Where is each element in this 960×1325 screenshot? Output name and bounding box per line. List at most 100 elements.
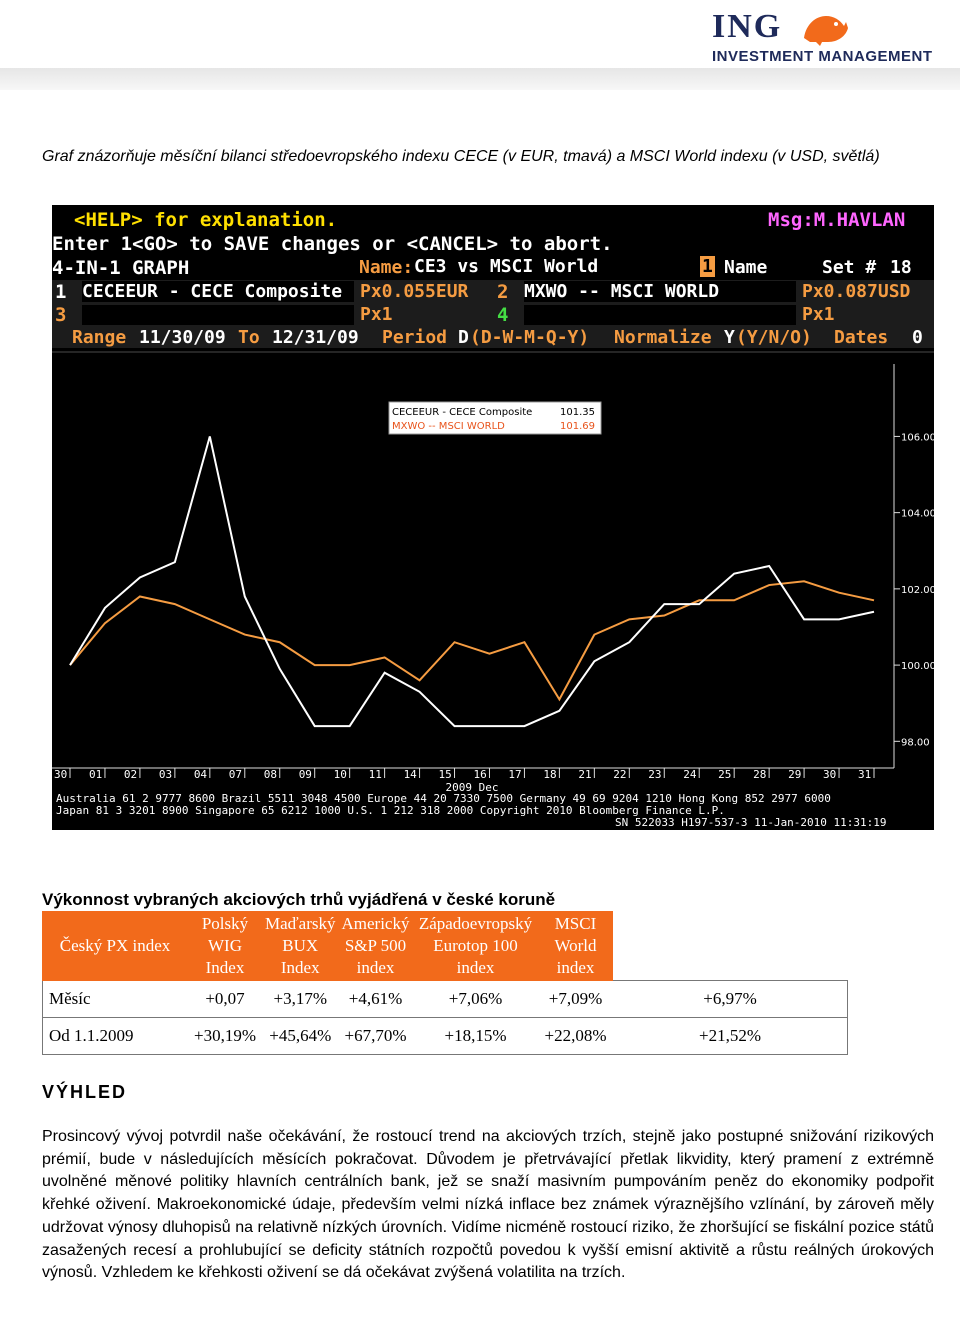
period-label: Period <box>382 327 448 348</box>
table-cell: +4,61% <box>337 980 413 1018</box>
table-cell: +22,08% <box>537 1017 613 1055</box>
name-label: Name: <box>359 257 414 278</box>
bloomberg-terminal: <HELP> for explanation. Msg:M.HAVLAN Ent… <box>52 205 934 830</box>
series-2-number: 2 <box>497 281 509 303</box>
x-tick-label: 23 <box>648 768 661 781</box>
chart-caption: Graf znázorňuje měsíční bilanci středoev… <box>42 148 880 165</box>
x-tick-label: 24 <box>683 768 697 781</box>
normalize-label: Normalize <box>614 327 712 348</box>
x-tick-label: 09 <box>299 768 312 781</box>
table-cell: +45,64% <box>262 1017 338 1055</box>
table-cell: +3,17% <box>262 980 338 1018</box>
range-to[interactable]: 12/31/09 <box>272 327 359 348</box>
x-tick-label: 17 <box>508 768 521 781</box>
series-4-name[interactable] <box>524 305 796 325</box>
x-tick-label: 14 <box>404 768 418 781</box>
normalize-value[interactable]: Y <box>724 327 735 348</box>
period-value[interactable]: D <box>458 327 469 348</box>
performance-table: Český PX index Polský WIG Index Maďarský… <box>42 911 848 1055</box>
line-chart: 106.00 104.00 102.00 100.00 98.00 30 01 02 03 04… <box>52 351 934 794</box>
x-tick-label: 03 <box>159 768 172 781</box>
name-option: Name <box>724 257 768 278</box>
normalize-options: (Y/N/O) <box>736 327 812 348</box>
y-tick-label: 98.00 <box>901 737 930 748</box>
header-cell-sp500: Americký S&P 500 index <box>337 911 414 981</box>
table-cell: +30,19% <box>187 1017 263 1055</box>
x-tick-label: 21 <box>578 768 591 781</box>
series-line-msci-world <box>69 580 875 702</box>
graph-title: 4-IN-1 GRAPH <box>52 257 190 279</box>
outlook-paragraph: Prosincový vývoj potvrdil naše očekávání… <box>42 1128 934 1282</box>
x-tick-label: 02 <box>124 768 137 781</box>
set-number[interactable]: 18 <box>890 257 912 278</box>
series-3-number: 3 <box>55 304 67 326</box>
series-2-name[interactable]: MXWO -- MSCI WORLD <box>524 281 796 302</box>
contact-line-1: Australia 61 2 9777 8600 Brazil 5511 304… <box>56 792 831 805</box>
header-cell-px: Český PX index <box>42 911 188 981</box>
range-label: Range <box>72 327 127 348</box>
logo-brand: ING <box>712 8 783 45</box>
session-line: SN 522033 H197-537-3 11-Jan-2010 11:31:1… <box>615 816 887 829</box>
x-tick-label: 31 <box>858 768 871 781</box>
message-text: Msg:M.HAVLAN <box>768 209 906 231</box>
series-1-px[interactable]: Px0.055EUR <box>360 281 469 302</box>
series-1-number: 1 <box>55 281 67 303</box>
period-options: (D-W-M-Q-Y) <box>470 327 590 348</box>
x-tick-label: 30 <box>823 768 836 781</box>
table-row: Měsíc +0,07 +3,17% +4,61% +7,06% +7,09% +6,97% <box>42 980 848 1018</box>
legend-value-msci: 101.69 <box>560 421 595 432</box>
y-tick-label: 102.00 <box>901 585 934 596</box>
x-tick-label: 22 <box>613 768 626 781</box>
name-option-number[interactable]: 1 <box>700 256 715 277</box>
row-label: Od 1.1.2009 <box>42 1017 188 1055</box>
x-tick-label: 28 <box>753 768 766 781</box>
help-text: <HELP> for explanation. <box>74 209 338 231</box>
x-group-label: 2009 Dec <box>446 781 499 794</box>
table-cell: +0,07 <box>187 980 263 1018</box>
table-cell: +21,52% <box>612 1017 848 1055</box>
x-tick-label: 01 <box>89 768 102 781</box>
series-3-name[interactable] <box>82 305 354 325</box>
enter-instruction: Enter 1<GO> to SAVE changes or <CANCEL> … <box>52 233 613 255</box>
outlook-heading: VÝHLED <box>42 1082 128 1102</box>
table-cell: +67,70% <box>337 1017 413 1055</box>
series-1-name[interactable]: CECEEUR - CECE Composite <box>82 281 354 302</box>
x-tick-label: 25 <box>718 768 731 781</box>
name-field[interactable]: CE3 vs MSCI World <box>414 256 690 278</box>
x-tick-label: 10 <box>334 768 347 781</box>
legend-value-cece: 101.35 <box>560 407 595 418</box>
range-to-label: To <box>238 327 260 348</box>
x-tick-label: 07 <box>229 768 242 781</box>
dates-label: Dates <box>834 327 889 348</box>
x-tick-label: 16 <box>473 768 486 781</box>
legend-label-msci: MXWO -- MSCI WORLD <box>392 421 505 432</box>
table-cell: +18,15% <box>412 1017 538 1055</box>
row-label: Měsíc <box>42 980 188 1018</box>
x-tick-label: 08 <box>264 768 277 781</box>
series-3-px[interactable]: Px1 <box>360 304 393 325</box>
y-tick-label: 100.00 <box>901 661 934 672</box>
table-row: Od 1.1.2009 +30,19% +45,64% +67,70% +18,15% +… <box>42 1017 848 1055</box>
header-cell-msci: MSCI World index <box>537 911 614 981</box>
y-tick-label: 106.00 <box>901 432 934 443</box>
performance-title: Výkonnost vybraných akciových trhů vyjád… <box>42 890 556 909</box>
y-tick-label: 104.00 <box>901 509 934 520</box>
dates-value[interactable]: 0 <box>912 327 923 348</box>
x-tick-label: 29 <box>788 768 801 781</box>
range-from[interactable]: 11/30/09 <box>139 327 226 348</box>
header-cell-eurotop: Západoevropský Eurotop 100 index <box>412 911 539 981</box>
table-cell: +6,97% <box>612 980 848 1018</box>
lion-icon <box>804 16 848 46</box>
legend-box <box>388 401 602 435</box>
x-tick-label: 15 <box>439 768 452 781</box>
ing-logo: ING INVESTMENT MANAGEMENT <box>700 6 960 68</box>
legend: CECEEUR - CECE Composite 101.35 MXWO -- … <box>388 401 602 435</box>
set-label: Set # <box>822 257 877 278</box>
x-tick-label: 30 <box>54 768 67 781</box>
table-cell: +7,09% <box>537 980 613 1018</box>
logo-subtitle: INVESTMENT MANAGEMENT <box>712 48 933 65</box>
header-bar <box>0 68 960 90</box>
series-2-px[interactable]: Px0.087USD <box>802 281 911 302</box>
x-tick-label: 18 <box>543 768 556 781</box>
series-4-px[interactable]: Px1 <box>802 304 835 325</box>
